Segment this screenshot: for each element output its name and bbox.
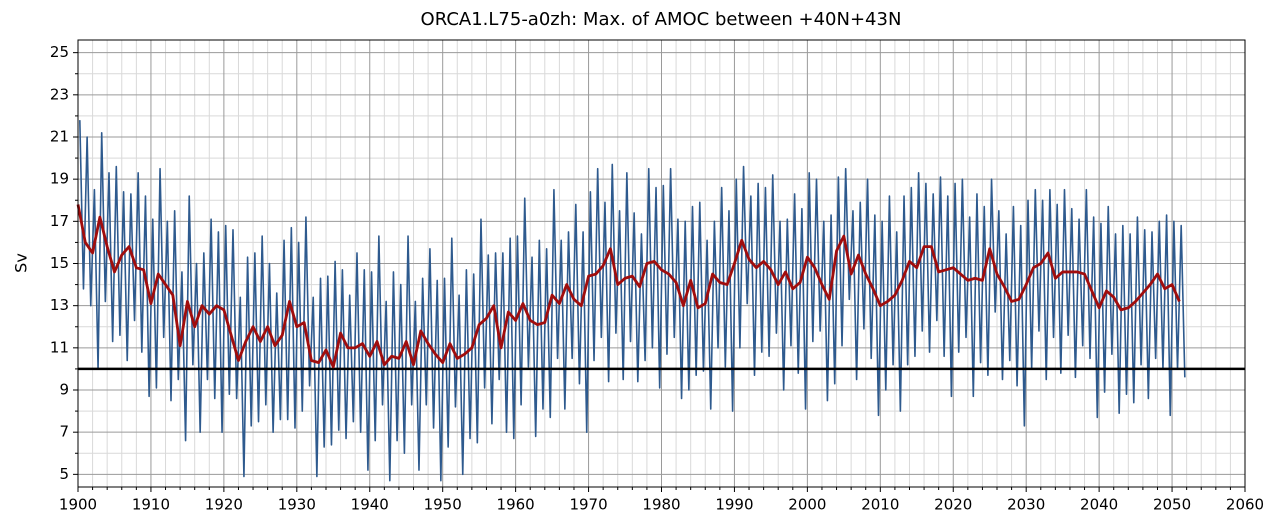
y-tick-label: 5 (59, 465, 69, 483)
y-tick-label: 7 (59, 423, 69, 441)
x-tick-label: 1910 (132, 496, 170, 514)
x-tick-label: 1990 (715, 496, 753, 514)
x-tick-label: 1950 (424, 496, 462, 514)
y-tick-label: 19 (50, 170, 69, 188)
x-tick-label: 1940 (351, 496, 389, 514)
x-tick-label: 1970 (569, 496, 607, 514)
y-axis-label: Sv (12, 253, 31, 273)
x-tick-label: 1900 (59, 496, 97, 514)
chart-title: ORCA1.L75-a0zh: Max. of AMOC between +40… (421, 9, 902, 30)
x-tick-label: 1980 (642, 496, 680, 514)
x-tick-label: 1920 (205, 496, 243, 514)
x-tick-label: 1930 (278, 496, 316, 514)
x-tick-label: 2040 (1080, 496, 1118, 514)
y-tick-label: 15 (50, 254, 69, 272)
x-tick-label: 2020 (934, 496, 972, 514)
y-tick-label: 17 (50, 212, 69, 230)
x-tick-label: 2010 (861, 496, 899, 514)
x-tick-label: 2050 (1153, 496, 1191, 514)
x-tick-label: 2000 (788, 496, 826, 514)
y-tick-label: 21 (50, 127, 69, 145)
y-tick-label: 25 (50, 43, 69, 61)
x-tick-label: 2060 (1226, 496, 1264, 514)
y-tick-label: 23 (50, 85, 69, 103)
x-tick-label: 1960 (497, 496, 535, 514)
y-tick-label: 11 (50, 338, 69, 356)
data-line (76, 204, 1181, 369)
plot-frame (77, 39, 1246, 488)
x-tick-label: 2030 (1007, 496, 1045, 514)
y-tick-label: 9 (59, 381, 69, 399)
y-tick-label: 13 (50, 296, 69, 314)
